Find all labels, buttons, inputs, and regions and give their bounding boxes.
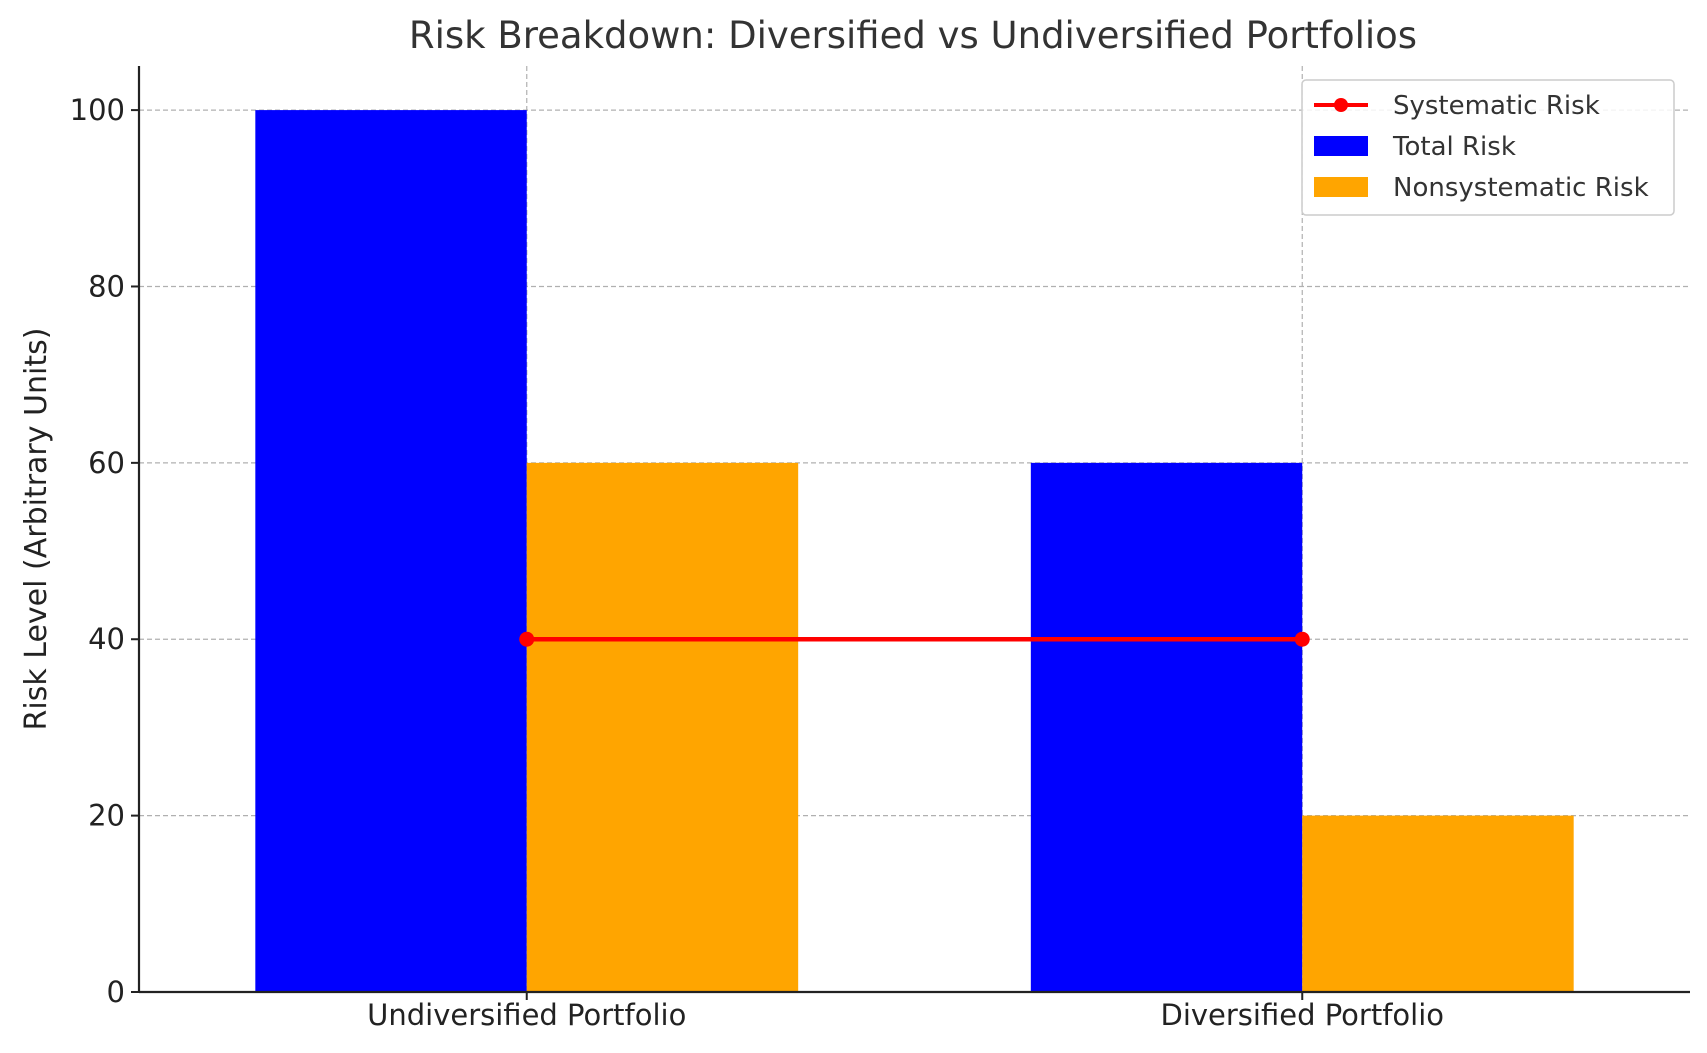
y-tick-label: 20 <box>88 799 125 833</box>
total-risk-bar <box>1030 462 1303 992</box>
x-axis-ticks: Undiversified Portfolio Diversified Portf… <box>367 992 1444 1032</box>
legend-frame <box>1301 79 1675 216</box>
x-tick-label: Diversified Portfolio <box>1160 998 1444 1032</box>
y-tick-label: 0 <box>107 975 125 1009</box>
y-tick-label: 40 <box>88 622 125 656</box>
y-tick-label: 60 <box>88 446 125 480</box>
systematic-risk-legend-label: Systematic Risk <box>1393 91 1600 121</box>
y-tick-label: 80 <box>88 269 125 303</box>
nonsystematic-risk-legend-swatch <box>1314 177 1368 197</box>
systematic-risk-point <box>519 631 535 647</box>
systematic-risk-point <box>1294 631 1310 647</box>
legend: Systematic Risk Total Risk Nonsystematic R… <box>1301 79 1675 216</box>
nonsystematic-risk-legend-label: Nonsystematic Risk <box>1393 173 1649 203</box>
x-tick-label: Undiversified Portfolio <box>367 998 686 1032</box>
chart-title: Risk Breakdown: Diversified vs Undiversi… <box>409 14 1417 57</box>
total-risk-legend-label: Total Risk <box>1392 132 1516 162</box>
y-axis-ticks: 0 20 40 60 80 100 <box>70 93 139 1009</box>
systematic-risk-line <box>519 631 1310 647</box>
y-axis-label: Risk Level (Arbitrary Units) <box>19 328 54 731</box>
bars <box>255 110 1574 993</box>
y-tick-label: 100 <box>70 93 125 127</box>
systematic-risk-legend-marker <box>1334 98 1348 112</box>
nonsystematic-risk-bar <box>1302 815 1574 992</box>
nonsystematic-risk-bar <box>526 462 799 992</box>
total-risk-legend-swatch <box>1314 136 1368 156</box>
total-risk-bar <box>255 110 527 993</box>
